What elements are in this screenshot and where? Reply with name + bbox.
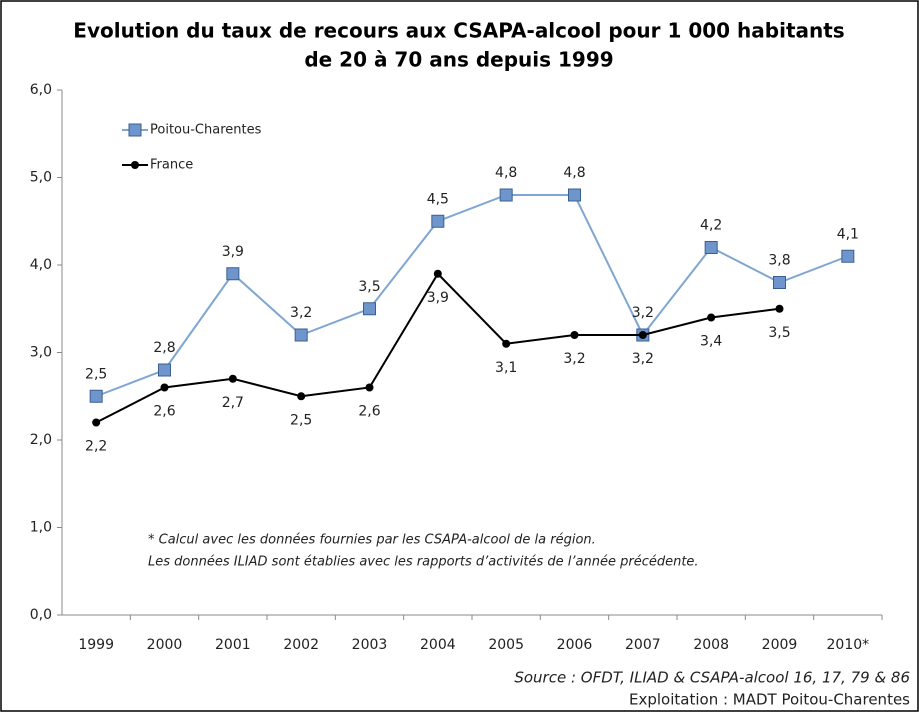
data-label: 2,6 xyxy=(153,404,175,420)
data-label: 3,8 xyxy=(768,253,790,269)
data-label: 3,2 xyxy=(632,351,654,367)
note: Les données ILIAD sont établies avec les… xyxy=(148,555,699,570)
data-label: 3,5 xyxy=(768,325,790,341)
data-label: 3,1 xyxy=(495,360,517,376)
y-tick-label: 1,0 xyxy=(30,520,52,536)
data-label: 2,6 xyxy=(358,404,380,420)
y-tick-label: 6,0 xyxy=(30,82,52,98)
data-point xyxy=(775,304,784,313)
data-label: 2,8 xyxy=(153,340,175,356)
data-label: 4,5 xyxy=(427,191,449,207)
x-tick-label: 2008 xyxy=(693,637,729,653)
x-tick-label: 2000 xyxy=(147,637,183,653)
x-tick-label: 2005 xyxy=(488,637,524,653)
x-tick-label: 2006 xyxy=(557,637,593,653)
y-tick-label: 4,0 xyxy=(30,257,52,273)
x-tick-label: 2009 xyxy=(762,637,798,653)
credit: Exploitation : MADT Poitou-Charentes xyxy=(629,691,910,709)
x-tick-label: 2003 xyxy=(352,637,388,653)
data-point xyxy=(365,383,374,392)
data-point xyxy=(568,188,581,202)
data-point xyxy=(773,276,786,289)
data-label: 3,5 xyxy=(358,279,380,295)
data-label: 4,2 xyxy=(700,218,722,234)
data-point xyxy=(704,241,718,254)
data-label: 3,2 xyxy=(632,305,654,321)
data-point xyxy=(294,328,308,342)
data-point xyxy=(297,392,306,401)
data-label: 3,9 xyxy=(427,290,449,306)
y-tick-label: 3,0 xyxy=(30,345,52,361)
y-tick-label: 5,0 xyxy=(30,170,52,186)
data-label: 3,2 xyxy=(563,351,585,367)
data-point xyxy=(502,339,511,348)
data-label: 4,8 xyxy=(495,165,517,181)
data-label: 3,4 xyxy=(700,334,722,350)
data-point xyxy=(638,331,647,339)
data-label: 3,9 xyxy=(222,244,244,260)
source: Source : OFDT, ILIAD & CSAPA-alcool 16, … xyxy=(514,669,910,687)
data-point xyxy=(89,389,103,403)
x-tick-label: 2007 xyxy=(625,637,661,653)
y-tick-label: 2,0 xyxy=(30,432,52,448)
data-point xyxy=(158,363,171,377)
x-tick-label: 2002 xyxy=(283,637,319,653)
chart-title: Evolution du taux de recours aux CSAPA-a… xyxy=(73,19,844,43)
x-tick-label: 1999 xyxy=(78,637,114,653)
data-label: 4,1 xyxy=(837,226,859,242)
data-point xyxy=(92,418,101,427)
data-label: 4,8 xyxy=(563,165,585,181)
data-point xyxy=(160,383,169,392)
legend-label: France xyxy=(150,158,193,173)
data-point xyxy=(431,214,445,228)
legend-marker xyxy=(131,161,139,169)
data-point xyxy=(570,331,579,339)
x-tick-label: 2010* xyxy=(827,637,870,653)
data-label: 2,7 xyxy=(222,395,244,411)
data-label: 2,2 xyxy=(85,439,107,455)
series-line xyxy=(95,194,849,398)
data-point xyxy=(841,249,855,263)
data-point xyxy=(707,313,716,322)
data-label: 3,2 xyxy=(290,305,312,321)
data-point xyxy=(226,267,240,281)
legend-marker xyxy=(128,123,142,137)
data-point xyxy=(499,188,513,202)
chart-title: de 20 à 70 ans depuis 1999 xyxy=(304,48,613,72)
x-tick-label: 2001 xyxy=(215,637,251,653)
x-tick-label: 2004 xyxy=(420,637,456,653)
data-point xyxy=(363,302,376,316)
y-tick-label: 0,0 xyxy=(30,607,52,623)
data-point xyxy=(433,269,442,278)
legend-label: Poitou-Charentes xyxy=(150,123,262,138)
data-label: 2,5 xyxy=(85,366,107,382)
note: * Calcul avec les données fournies par l… xyxy=(148,533,596,548)
data-label: 2,5 xyxy=(290,412,312,428)
data-point xyxy=(228,374,237,383)
